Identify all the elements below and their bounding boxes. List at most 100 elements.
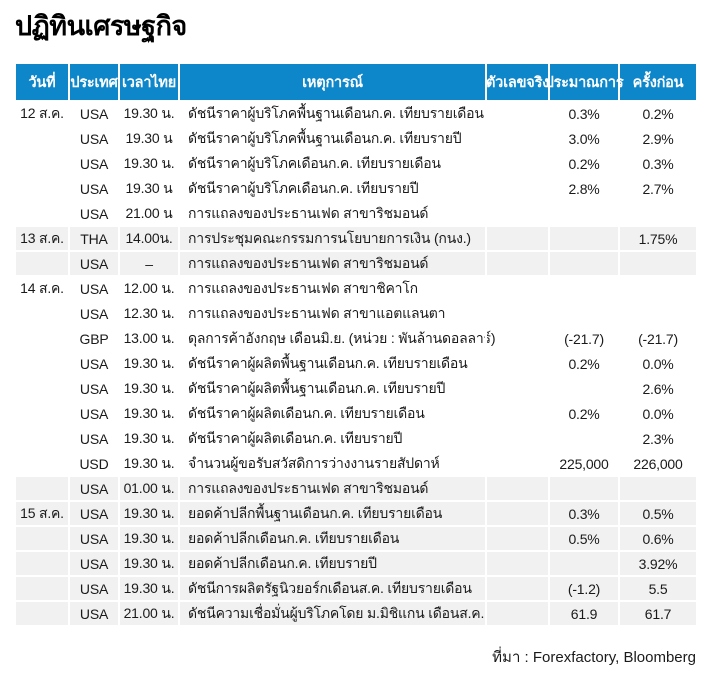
forecast-cell: (-21.7): [548, 327, 618, 350]
table-row: USA 19.30 น ดัชนีราคาผู้บริโภคพื้นฐานเดื…: [16, 125, 696, 150]
forecast-cell: 61.9: [548, 602, 618, 625]
date-cell: [16, 477, 68, 500]
event-cell: ดัชนีราคาผู้บริโภคพื้นฐานเดือนก.ค. เทียบ…: [178, 102, 485, 125]
country-cell: USA: [68, 202, 118, 225]
previous-cell: 61.7: [618, 602, 696, 625]
table-row: USA 19.30 น. ยอดค้าปลีกเดือนก.ค. เทียบรา…: [16, 525, 696, 550]
country-cell: USA: [68, 127, 118, 150]
previous-cell: [618, 277, 696, 300]
forecast-cell: [548, 277, 618, 300]
previous-cell: 0.6%: [618, 527, 696, 550]
column-header-event: เหตุการณ์: [178, 64, 485, 100]
actual-cell: [485, 477, 548, 500]
country-cell: USA: [68, 577, 118, 600]
previous-cell: [618, 252, 696, 275]
actual-cell: [485, 252, 548, 275]
forecast-cell: [548, 552, 618, 575]
time-cell: 21.00 น: [118, 202, 178, 225]
event-cell: ดัชนีราคาผู้ผลิตพื้นฐานเดือนก.ค. เทียบรา…: [178, 352, 485, 375]
date-cell: [16, 202, 68, 225]
time-cell: 14.00น.: [118, 227, 178, 250]
actual-cell: [485, 277, 548, 300]
event-cell: การประชุมคณะกรรมการนโยบายการเงิน (กนง.): [178, 227, 485, 250]
table-row: USA 19.30 น ดัชนีราคาผู้บริโภคเดือนก.ค. …: [16, 175, 696, 200]
time-cell: 21.00 น.: [118, 602, 178, 625]
column-header-country: ประเทศ: [68, 64, 118, 100]
forecast-cell: 0.5%: [548, 527, 618, 550]
country-cell: USA: [68, 377, 118, 400]
source-note: ที่มา : Forexfactory, Bloomberg: [492, 649, 696, 666]
previous-cell: [618, 202, 696, 225]
calendar-table: วันที่ ประเทศ เวลาไทย เหตุการณ์ ตัวเลขจร…: [16, 64, 696, 625]
time-cell: 19.30 น.: [118, 402, 178, 425]
event-cell: การแถลงของประธานเฟด สาขาชิคาโก: [178, 277, 485, 300]
country-cell: USA: [68, 427, 118, 450]
column-header-forecast: ประมาณการ: [545, 64, 624, 100]
table-row: USA 19.30 น. ดัชนีราคาผู้ผลิตเดือนก.ค. เ…: [16, 425, 696, 450]
previous-cell: 0.3%: [618, 152, 696, 175]
event-cell: การแถลงของประธานเฟด สาขาริชมอนด์: [178, 202, 485, 225]
actual-cell: [485, 452, 548, 475]
table-row: USD 19.30 น. จำนวนผู้ขอรับสวัสดิการว่างง…: [16, 450, 696, 475]
country-cell: USD: [68, 452, 118, 475]
time-cell: 19.30 น.: [118, 352, 178, 375]
previous-cell: [618, 302, 696, 325]
date-cell: [16, 552, 68, 575]
table-row: 14 ส.ค. USA 12.00 น. การแถลงของประธานเฟด…: [16, 275, 696, 300]
country-cell: USA: [68, 102, 118, 125]
country-cell: USA: [68, 477, 118, 500]
time-cell: 19.30 น: [118, 177, 178, 200]
forecast-cell: [548, 377, 618, 400]
column-header-date: วันที่: [28, 74, 56, 91]
date-cell: [16, 527, 68, 550]
forecast-cell: 0.3%: [548, 502, 618, 525]
previous-cell: 2.9%: [618, 127, 696, 150]
table-row: USA 19.30 น. ยอดค้าปลีกเดือนก.ค. เทียบรา…: [16, 550, 696, 575]
time-cell: 19.30 น.: [118, 102, 178, 125]
time-cell: 19.30 น.: [118, 152, 178, 175]
event-cell: ดัชนีราคาผู้ผลิตเดือนก.ค. เทียบรายปี: [178, 427, 485, 450]
time-cell: 13.00 น.: [118, 327, 178, 350]
forecast-cell: 0.2%: [548, 152, 618, 175]
country-cell: USA: [68, 402, 118, 425]
previous-cell: [618, 477, 696, 500]
forecast-cell: 0.2%: [548, 352, 618, 375]
country-cell: USA: [68, 252, 118, 275]
time-cell: 19.30 น.: [118, 452, 178, 475]
time-cell: 19.30 น.: [118, 577, 178, 600]
event-cell: จำนวนผู้ขอรับสวัสดิการว่างงานรายสัปดาห์: [178, 452, 485, 475]
actual-cell: [485, 327, 548, 350]
actual-cell: [485, 302, 548, 325]
table-row: USA 19.30 น. ดัชนีราคาผู้ผลิตพื้นฐานเดือ…: [16, 350, 696, 375]
table-row: USA 19.30 น. ดัชนีราคาผู้ผลิตพื้นฐานเดือ…: [16, 375, 696, 400]
time-cell: 19.30 น.: [118, 527, 178, 550]
forecast-cell: [548, 252, 618, 275]
date-cell: 12 ส.ค.: [20, 104, 64, 121]
event-cell: ยอดค้าปลีกพื้นฐานเดือนก.ค. เทียบรายเดือน: [178, 502, 485, 525]
table-row: 12 ส.ค. USA 19.30 น. ดัชนีราคาผู้บริโภคพ…: [16, 100, 696, 125]
actual-cell: [485, 177, 548, 200]
date-cell: [16, 452, 68, 475]
column-header-time: เวลาไทย: [118, 64, 178, 100]
forecast-cell: (-1.2): [548, 577, 618, 600]
time-cell: 19.30 น.: [118, 502, 178, 525]
previous-cell: 3.92%: [618, 552, 696, 575]
previous-cell: 0.5%: [618, 502, 696, 525]
actual-cell: [485, 352, 548, 375]
country-cell: USA: [68, 352, 118, 375]
country-cell: USA: [68, 152, 118, 175]
actual-cell: [485, 427, 548, 450]
country-cell: USA: [68, 527, 118, 550]
country-cell: THA: [68, 227, 118, 250]
actual-cell: [485, 552, 548, 575]
event-cell: ยอดค้าปลีกเดือนก.ค. เทียบรายปี: [178, 552, 485, 575]
actual-cell: [485, 527, 548, 550]
table-row: USA 21.00 น การแถลงของประธานเฟด สาขาริชม…: [16, 200, 696, 225]
table-row: USA 12.30 น. การแถลงของประธานเฟด สาขาแอต…: [16, 300, 696, 325]
time-cell: 12.30 น.: [118, 302, 178, 325]
event-cell: การแถลงของประธานเฟด สาขาแอตแลนตา: [178, 302, 485, 325]
time-cell: –: [118, 252, 178, 275]
table-row: USA – การแถลงของประธานเฟด สาขาริชมอนด์: [16, 250, 696, 275]
time-cell: 19.30 น.: [118, 377, 178, 400]
date-cell: [16, 402, 68, 425]
